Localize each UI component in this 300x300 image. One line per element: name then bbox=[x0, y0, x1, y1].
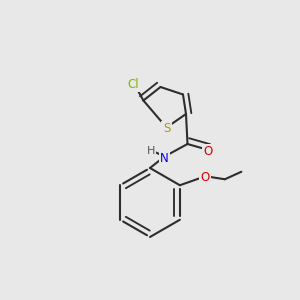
Text: N: N bbox=[160, 152, 169, 165]
Text: Cl: Cl bbox=[128, 77, 139, 91]
Text: O: O bbox=[204, 145, 213, 158]
Text: S: S bbox=[163, 122, 170, 136]
Text: H: H bbox=[147, 146, 155, 156]
Text: O: O bbox=[201, 171, 210, 184]
